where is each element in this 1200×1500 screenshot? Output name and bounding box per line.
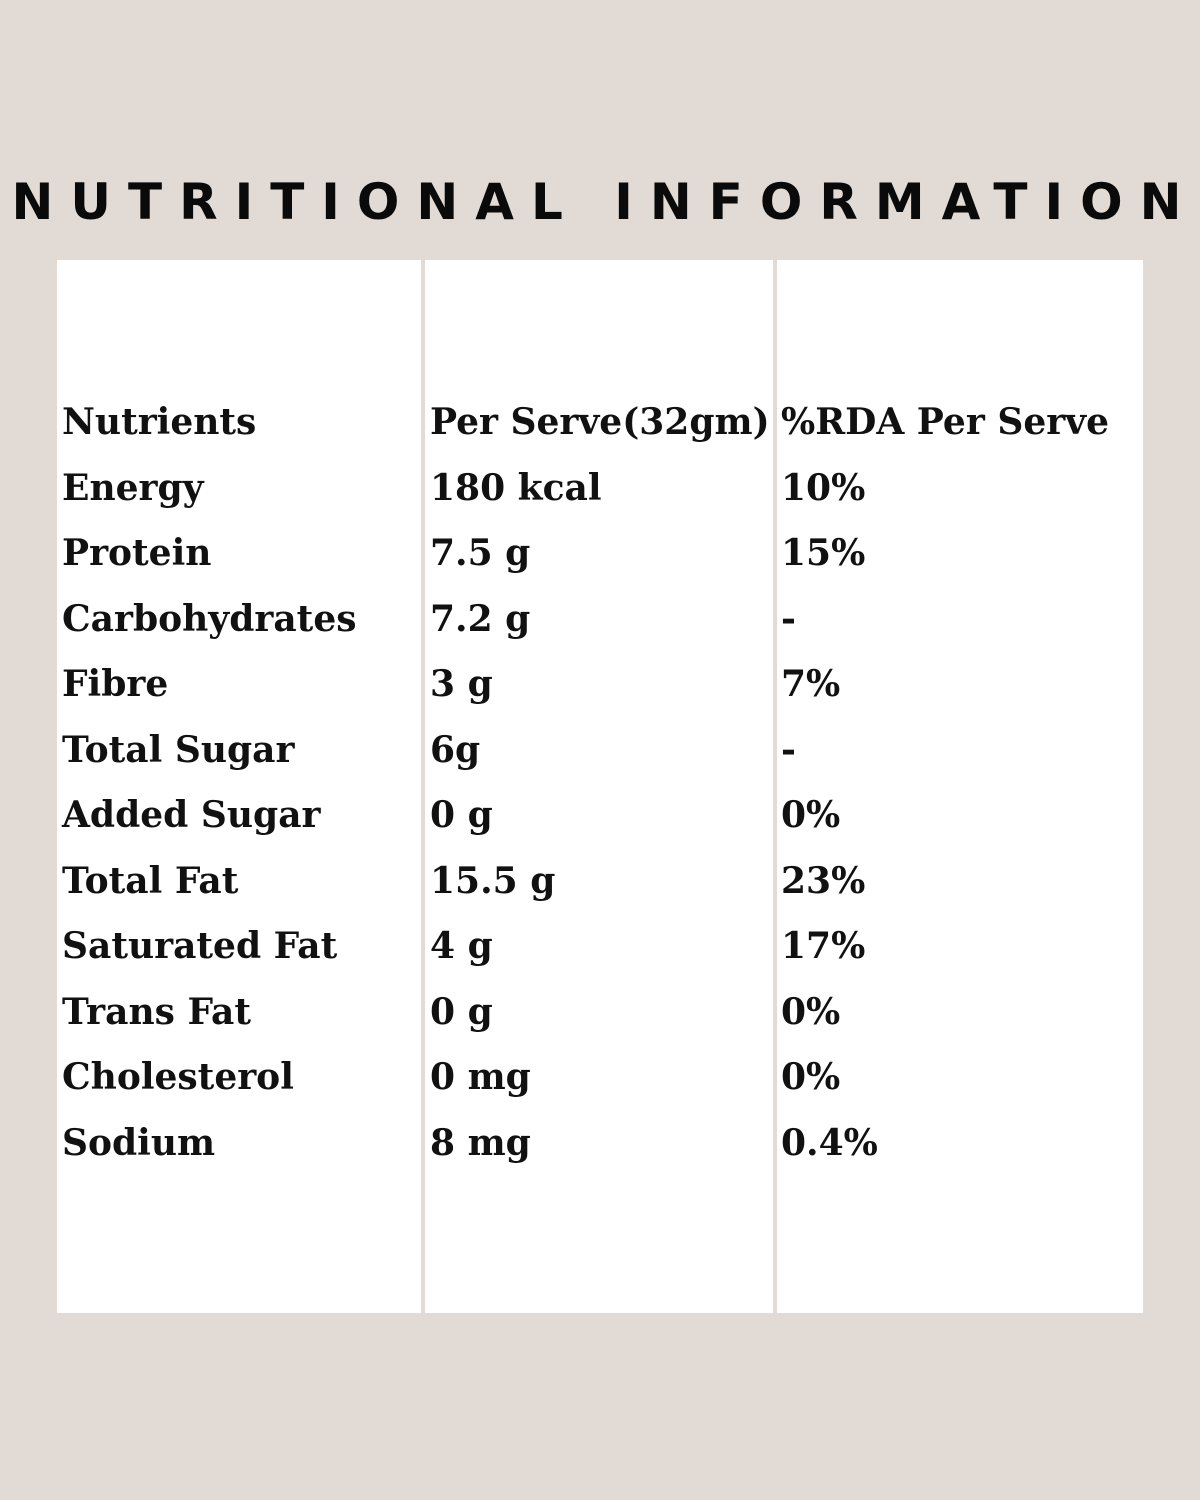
rda-value: 0.4% xyxy=(781,1121,878,1164)
rda-value: 17% xyxy=(781,925,866,967)
per-serve-value: 4 g xyxy=(430,925,493,967)
per-serve-value: 8 mg xyxy=(430,1121,531,1164)
nutrient-name: Energy xyxy=(62,466,204,509)
rda-value: - xyxy=(781,597,796,640)
nutrient-name: Total Sugar xyxy=(62,728,295,771)
rda-column xyxy=(777,260,1143,1313)
per-serve-value: 0 mg xyxy=(430,1056,531,1098)
rda-value: 23% xyxy=(781,859,866,902)
per-serve-value: 0 g xyxy=(430,794,493,836)
rda-value: 7% xyxy=(781,663,841,705)
nutrition-table: Nutrients Per Serve(32gm) %RDA Per Serve En… xyxy=(0,260,1200,1313)
per-serve-value: 15.5 g xyxy=(430,859,556,902)
nutrient-name: Cholesterol xyxy=(62,1056,294,1098)
column-header: Per Serve(32gm) xyxy=(430,401,770,443)
nutrient-name: Trans Fat xyxy=(62,990,251,1033)
per-serve-value: 180 kcal xyxy=(430,466,602,509)
rda-value: 0% xyxy=(781,1056,841,1098)
column-header: Nutrients xyxy=(62,401,257,443)
per-serve-value: 6g xyxy=(430,728,481,771)
nutrients-column xyxy=(57,260,421,1313)
column-header: %RDA Per Serve xyxy=(781,401,1110,443)
per-serve-value: 7.2 g xyxy=(430,597,531,640)
rda-value: 0% xyxy=(781,794,841,836)
per-serve-column xyxy=(425,260,773,1313)
nutrient-name: Saturated Fat xyxy=(62,925,338,967)
rda-value: 15% xyxy=(781,532,866,574)
per-serve-value: 7.5 g xyxy=(430,532,531,574)
per-serve-value: 0 g xyxy=(430,990,493,1033)
page-title: NUTRITIONAL INFORMATION xyxy=(11,173,1199,231)
nutrient-name: Protein xyxy=(62,532,212,574)
nutrient-name: Fibre xyxy=(62,663,169,705)
nutrient-name: Carbohydrates xyxy=(62,597,357,640)
nutrient-name: Total Fat xyxy=(62,859,239,902)
rda-value: 10% xyxy=(781,466,866,509)
rda-value: 0% xyxy=(781,990,841,1033)
nutrient-name: Added Sugar xyxy=(62,794,321,836)
rda-value: - xyxy=(781,728,796,771)
nutrient-name: Sodium xyxy=(62,1121,216,1164)
per-serve-value: 3 g xyxy=(430,663,493,705)
